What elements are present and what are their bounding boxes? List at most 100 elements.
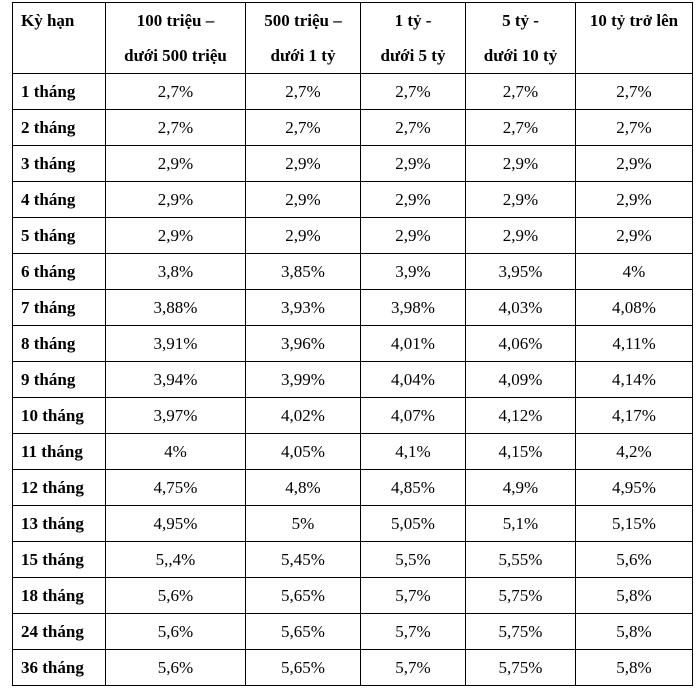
table-row: 15 tháng 5,,4% 5,45% 5,5% 5,55% 5,6%: [12, 541, 693, 578]
header-text: dưới 1 tỷ: [270, 46, 336, 65]
rate-cell: 4,8%: [245, 469, 361, 506]
rate-cell: 4,15%: [465, 433, 576, 470]
rate-cell: 4%: [575, 253, 693, 290]
rate-cell: 5,75%: [465, 649, 576, 686]
header-cell: 100 triệu – dưới 500 triệu: [105, 2, 246, 74]
term-cell: 7 tháng: [12, 289, 106, 326]
table-row: 13 tháng 4,95% 5% 5,05% 5,1% 5,15%: [12, 505, 693, 542]
rate-cell: 4,14%: [575, 361, 693, 398]
term-cell: 36 tháng: [12, 649, 106, 686]
header-text: dưới 5 tỷ: [380, 46, 446, 65]
rate-cell: 2,7%: [575, 109, 693, 146]
header-cell: 500 triệu – dưới 1 tỷ: [245, 2, 361, 74]
rate-cell: 5,65%: [245, 613, 361, 650]
term-cell: 9 tháng: [12, 361, 106, 398]
rate-cell: 5,8%: [575, 577, 693, 614]
term-cell: 6 tháng: [12, 253, 106, 290]
rate-cell: 3,8%: [105, 253, 246, 290]
rate-cell: 2,7%: [105, 73, 246, 110]
rate-cell: 4,1%: [360, 433, 466, 470]
term-cell: 3 tháng: [12, 145, 106, 182]
rate-cell: 2,9%: [245, 181, 361, 218]
rate-cell: 2,7%: [465, 109, 576, 146]
header-cell: 10 tỷ trở lên: [575, 2, 693, 74]
table-row: 10 tháng 3,97% 4,02% 4,07% 4,12% 4,17%: [12, 397, 693, 434]
table-row: 9 tháng 3,94% 3,99% 4,04% 4,09% 4,14%: [12, 361, 693, 398]
table-row: 2 tháng 2,7% 2,7% 2,7% 2,7% 2,7%: [12, 109, 693, 146]
rate-cell: 4,11%: [575, 325, 693, 362]
rate-cell: 4,04%: [360, 361, 466, 398]
table-row: 7 tháng 3,88% 3,93% 3,98% 4,03% 4,08%: [12, 289, 693, 326]
table-row: 36 tháng 5,6% 5,65% 5,7% 5,75% 5,8%: [12, 649, 693, 686]
table-row: 6 tháng 3,8% 3,85% 3,9% 3,95% 4%: [12, 253, 693, 290]
header-text: dưới 10 tỷ: [483, 46, 558, 65]
header-cell: 1 tỷ - dưới 5 tỷ: [360, 2, 466, 74]
rate-cell: 2,7%: [360, 109, 466, 146]
rate-cell: 5,05%: [360, 505, 466, 542]
rate-cell: 2,7%: [465, 73, 576, 110]
term-cell: 1 tháng: [12, 73, 106, 110]
rate-cell: 5,75%: [465, 613, 576, 650]
rate-cell: 4,03%: [465, 289, 576, 326]
rate-cell: 2,9%: [465, 217, 576, 254]
rate-cell: 2,7%: [360, 73, 466, 110]
rate-cell: 5,,4%: [105, 541, 246, 578]
term-cell: 4 tháng: [12, 181, 106, 218]
header-row: Kỳ hạn 100 triệu – dưới 500 triệu 500 triệu…: [12, 2, 693, 74]
table-row: 3 tháng 2,9% 2,9% 2,9% 2,9% 2,9%: [12, 145, 693, 182]
rate-cell: 5%: [245, 505, 361, 542]
rate-table: Kỳ hạn 100 triệu – dưới 500 triệu 500 triệu…: [12, 2, 693, 686]
rate-cell: 5,45%: [245, 541, 361, 578]
rate-cell: 4,85%: [360, 469, 466, 506]
rate-cell: 2,9%: [360, 181, 466, 218]
rate-cell: 3,99%: [245, 361, 361, 398]
rate-cell: 2,9%: [360, 145, 466, 182]
header-cell: Kỳ hạn: [12, 2, 106, 74]
rate-cell: 4,09%: [465, 361, 576, 398]
header-text: Kỳ hạn: [21, 11, 75, 30]
rate-cell: 3,91%: [105, 325, 246, 362]
rate-cell: 4,08%: [575, 289, 693, 326]
rate-cell: 4,06%: [465, 325, 576, 362]
table-row: 5 tháng 2,9% 2,9% 2,9% 2,9% 2,9%: [12, 217, 693, 254]
rate-cell: 2,9%: [465, 181, 576, 218]
table-row: 12 tháng 4,75% 4,8% 4,85% 4,9% 4,95%: [12, 469, 693, 506]
rate-cell: 3,85%: [245, 253, 361, 290]
rate-cell: 4%: [105, 433, 246, 470]
rate-cell: 4,12%: [465, 397, 576, 434]
rate-cell: 5,7%: [360, 577, 466, 614]
rate-cell: 5,8%: [575, 613, 693, 650]
rate-cell: 3,95%: [465, 253, 576, 290]
rate-cell: 3,94%: [105, 361, 246, 398]
rate-cell: 4,2%: [575, 433, 693, 470]
rate-cell: 2,9%: [105, 145, 246, 182]
term-cell: 24 tháng: [12, 613, 106, 650]
rate-cell: 4,01%: [360, 325, 466, 362]
term-cell: 5 tháng: [12, 217, 106, 254]
rate-cell: 3,97%: [105, 397, 246, 434]
rate-cell: 4,75%: [105, 469, 246, 506]
rate-cell: 3,88%: [105, 289, 246, 326]
rate-cell: 5,6%: [105, 613, 246, 650]
rate-cell: 4,02%: [245, 397, 361, 434]
header-text: dưới 500 triệu: [124, 46, 227, 65]
rate-cell: 2,9%: [360, 217, 466, 254]
rate-cell: 5,7%: [360, 613, 466, 650]
term-cell: 8 tháng: [12, 325, 106, 362]
header-text: 500 triệu –: [264, 11, 342, 30]
rate-cell: 5,5%: [360, 541, 466, 578]
rate-cell: 2,7%: [105, 109, 246, 146]
rate-cell: 2,7%: [245, 73, 361, 110]
rate-cell: 5,1%: [465, 505, 576, 542]
header-text: 10 tỷ trở lên: [589, 11, 679, 30]
rate-cell: 4,9%: [465, 469, 576, 506]
rate-cell: 3,93%: [245, 289, 361, 326]
rate-cell: 2,9%: [575, 217, 693, 254]
header-text: 100 triệu –: [136, 11, 215, 30]
rate-cell: 5,6%: [575, 541, 693, 578]
rate-cell: 5,8%: [575, 649, 693, 686]
rate-cell: 2,7%: [575, 73, 693, 110]
term-cell: 12 tháng: [12, 469, 106, 506]
rate-cell: 5,6%: [105, 577, 246, 614]
rate-cell: 5,7%: [360, 649, 466, 686]
